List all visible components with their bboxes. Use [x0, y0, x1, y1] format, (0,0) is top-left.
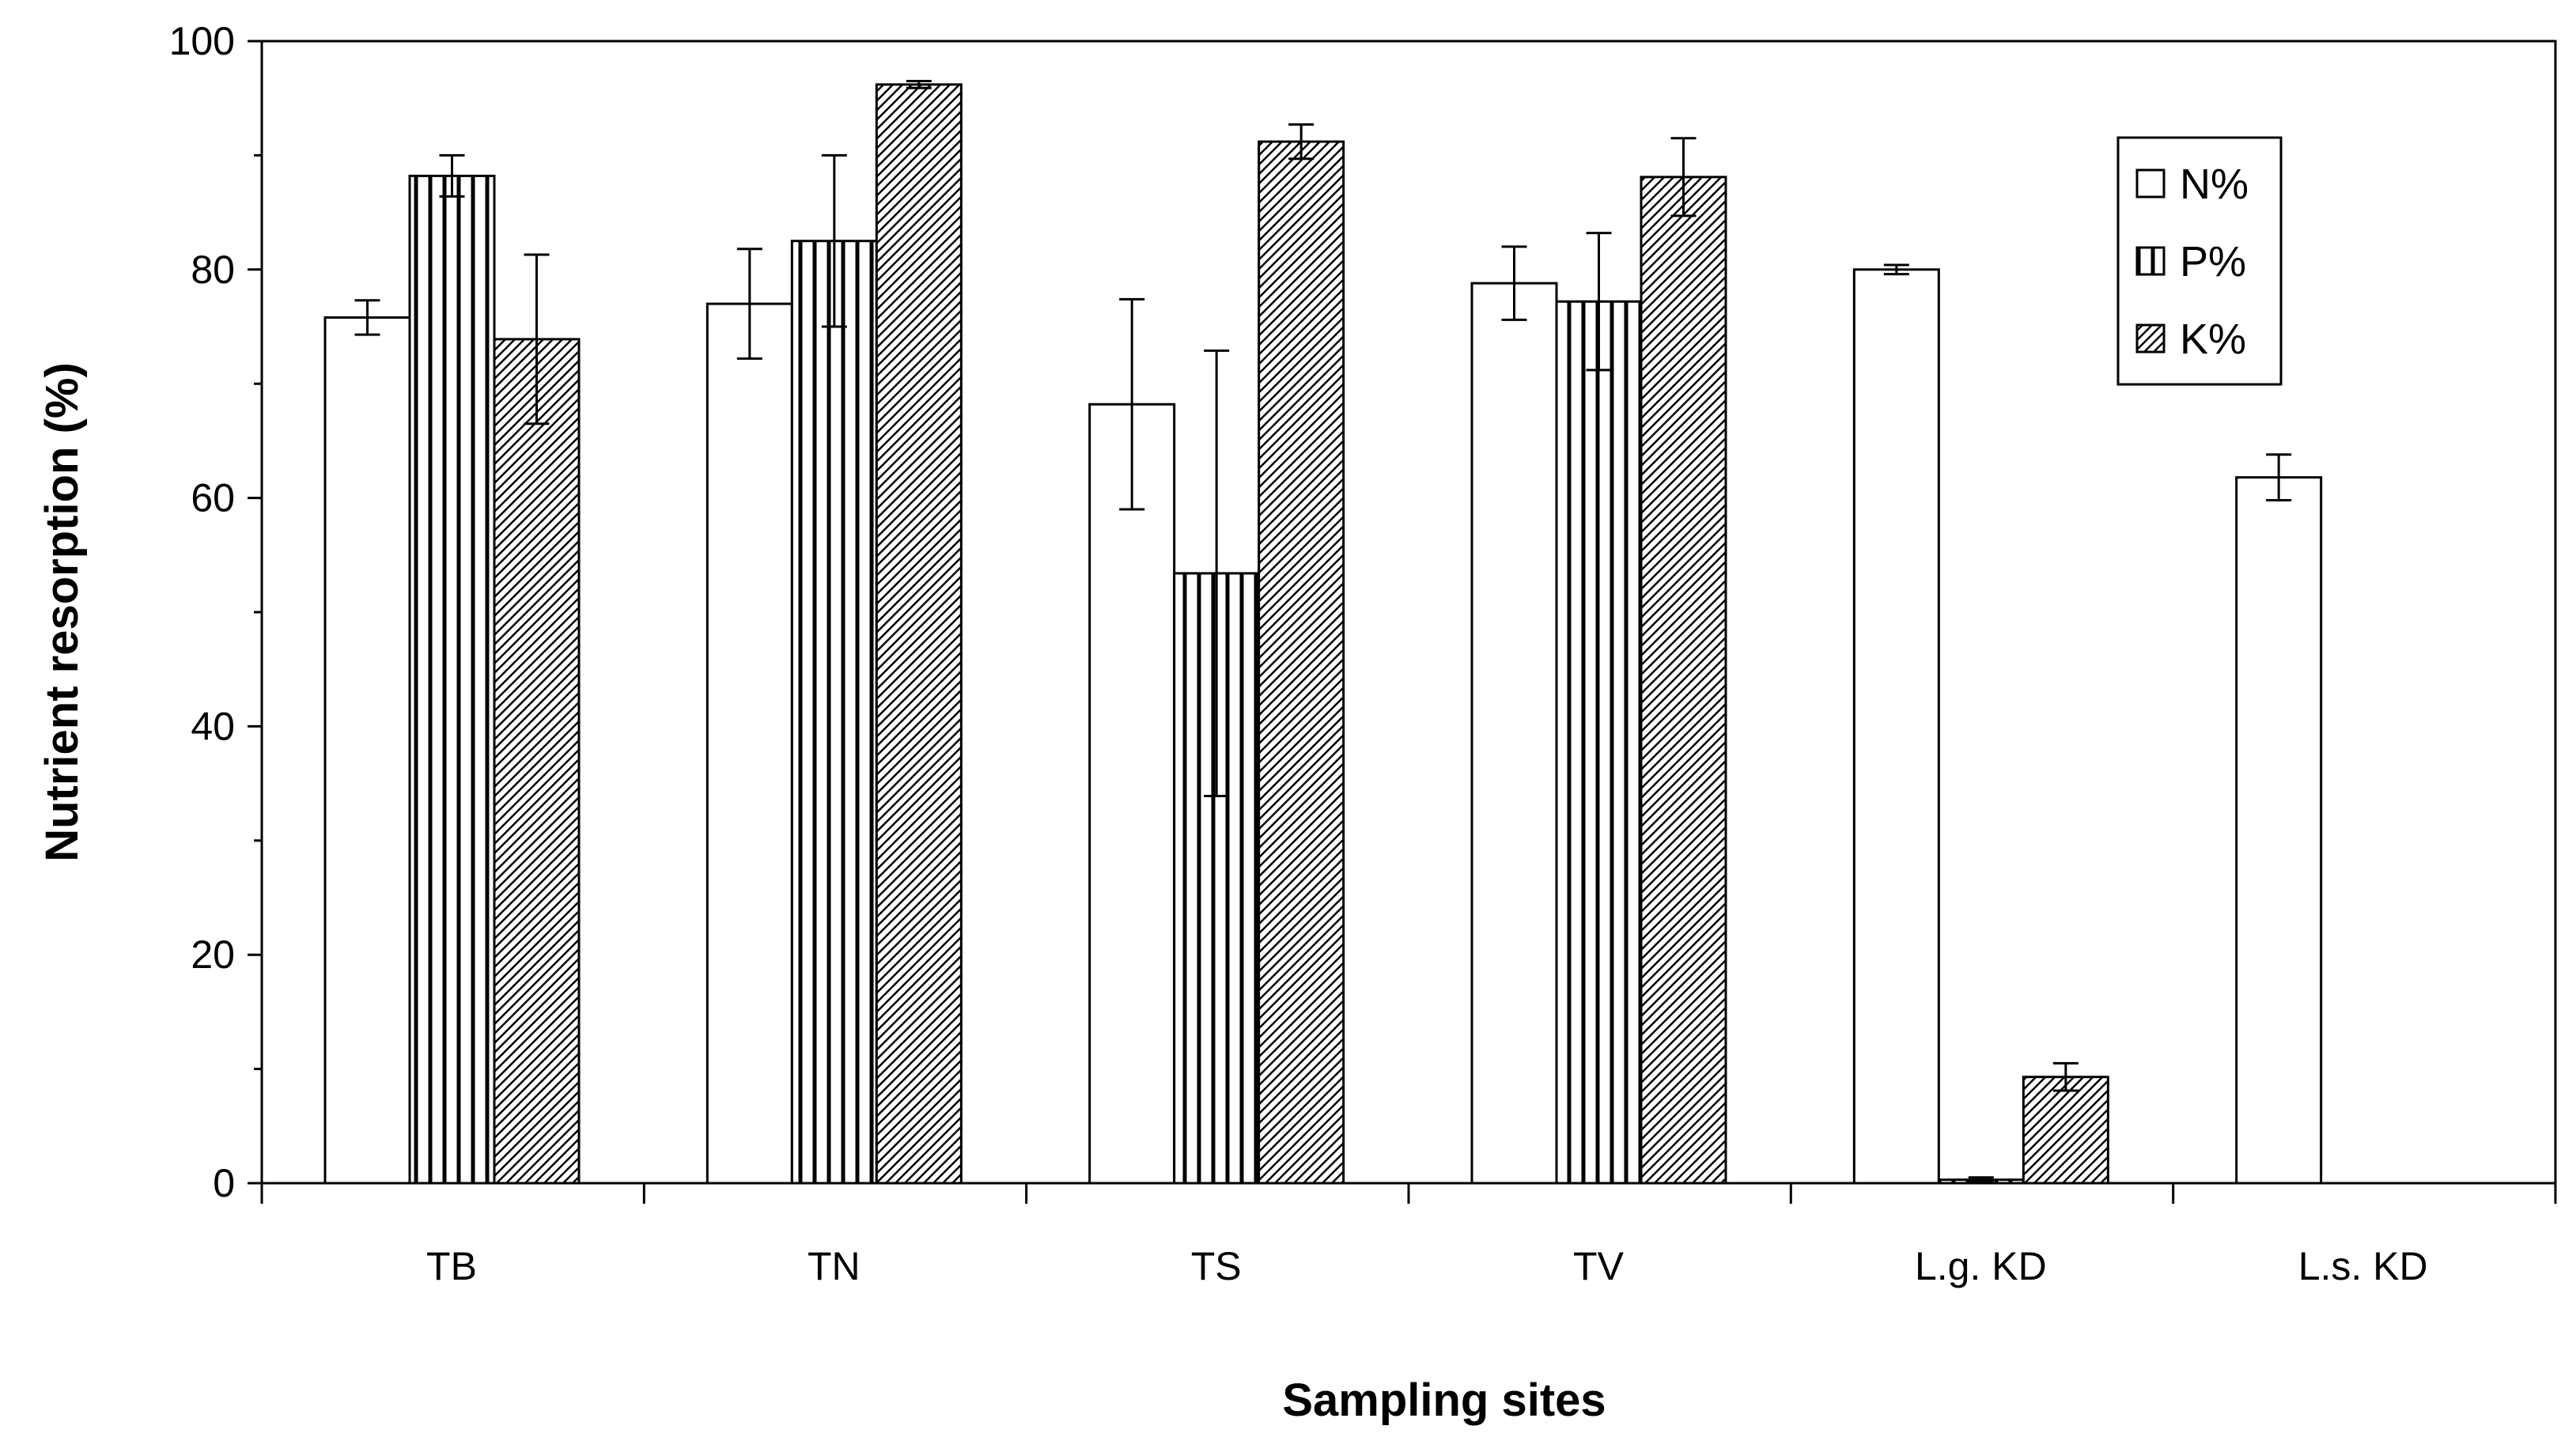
x-tick-label: TN — [808, 1244, 861, 1288]
legend-swatch-p — [2135, 246, 2166, 276]
legend-swatch-k — [2135, 323, 2166, 354]
x-tick-label: TB — [426, 1244, 477, 1288]
y-axis: 0 20 40 60 80 100 — [169, 19, 262, 1205]
bar-k-2 — [1258, 140, 1345, 1185]
bar-n-3 — [1470, 282, 1558, 1185]
bar-k-3 — [1640, 176, 1727, 1185]
bar-n-4 — [1852, 268, 1940, 1185]
y-tick-label: 20 — [191, 932, 235, 977]
bar-k-0 — [493, 338, 581, 1185]
error-bars — [354, 80, 2292, 1184]
legend-label-k: K% — [2180, 316, 2246, 363]
bar-n-2 — [1088, 403, 1176, 1185]
y-axis-title: Nutrient resorption (%) — [36, 362, 88, 862]
x-tick-label: L.g. KD — [1915, 1244, 2047, 1288]
legend-swatch-n — [2135, 168, 2166, 199]
y-tick-label: 40 — [191, 704, 235, 748]
bar-n-5 — [2235, 476, 2323, 1185]
x-tick-label: L.s. KD — [2298, 1244, 2428, 1288]
legend-label-n: N% — [2180, 161, 2249, 208]
bar-p-3 — [1555, 300, 1643, 1185]
x-tick-label: TS — [1191, 1244, 1242, 1288]
bar-n-0 — [323, 316, 411, 1185]
bar-n-1 — [705, 302, 793, 1185]
bar-k-1 — [875, 83, 963, 1185]
x-tick-label: TV — [1573, 1244, 1625, 1288]
bar-series — [323, 83, 2323, 1185]
bar-p-0 — [408, 174, 496, 1185]
y-tick-label: 60 — [191, 476, 235, 520]
bar-k-4 — [2022, 1076, 2109, 1185]
y-tick-label: 100 — [169, 19, 235, 63]
x-axis-title: Sampling sites — [1282, 1375, 1606, 1426]
y-tick-label: 80 — [191, 248, 235, 292]
legend-label-p: P% — [2180, 238, 2246, 286]
y-tick-label: 0 — [213, 1161, 235, 1205]
bar-p-1 — [790, 240, 878, 1185]
legend: N% P% K% — [2116, 136, 2283, 386]
x-axis: TB TN TS TV L.g. KD L.s. KD — [260, 1183, 2557, 1288]
